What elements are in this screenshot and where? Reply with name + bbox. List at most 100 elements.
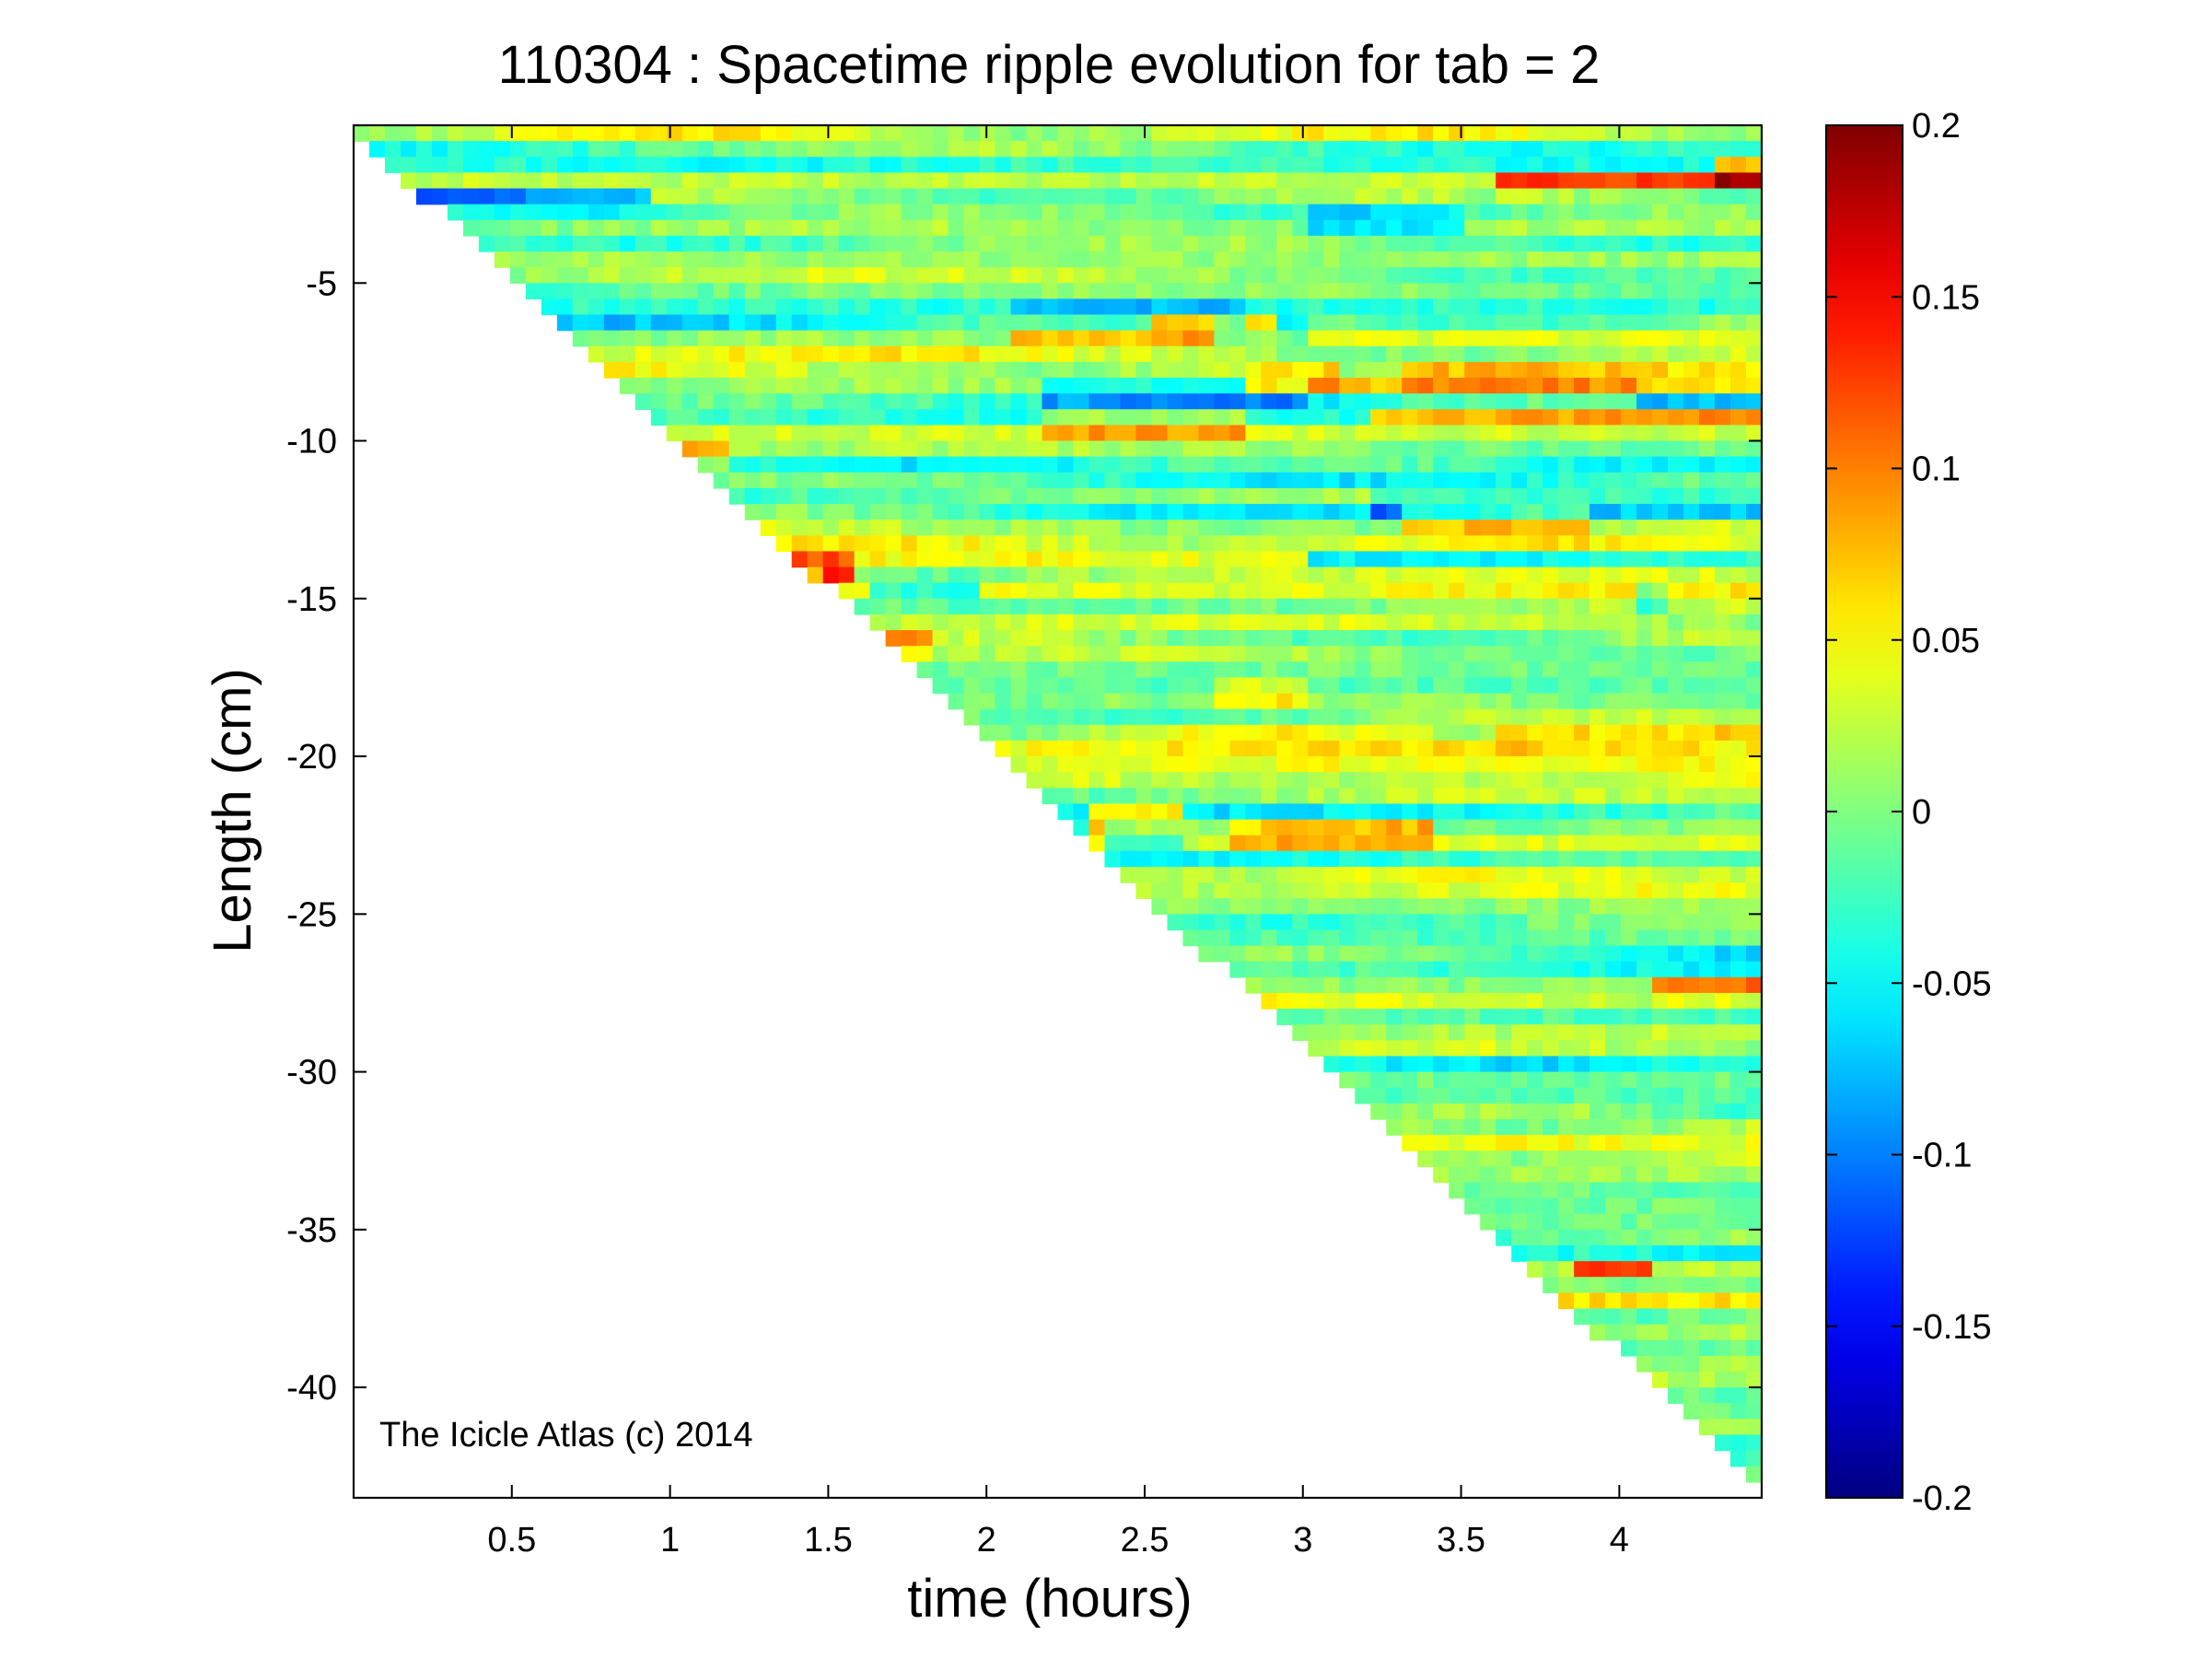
heatmap-cell [1589,1151,1606,1168]
heatmap-cell [1198,661,1216,679]
heatmap-cell [1574,961,1590,978]
heatmap-cell [1010,267,1028,284]
heatmap-cell [1464,361,1481,379]
heatmap-cell [1323,283,1340,300]
heatmap-cell [1746,661,1762,679]
heatmap-cell [1699,1244,1716,1262]
heatmap-cell [1417,567,1434,584]
heatmap-cell [1229,440,1247,458]
heatmap-cell [1527,630,1543,647]
heatmap-cell [1323,425,1340,442]
heatmap-cell [822,314,840,332]
heatmap-cell [509,141,527,158]
heatmap-cell [885,298,902,316]
heatmap-cell [1605,409,1622,426]
heatmap-cell [1433,520,1449,536]
heatmap-cell [1120,235,1137,252]
heatmap-cell [681,425,699,442]
heatmap-cell [1527,456,1543,473]
heatmap-cell [1511,756,1528,773]
heatmap-cell [1589,693,1606,710]
heatmap-cell [1135,551,1153,568]
heatmap-cell [1621,835,1637,852]
heatmap-cell [979,219,996,237]
heatmap-cell [1151,693,1169,710]
heatmap-cell [509,235,527,252]
heatmap-cell [869,283,887,300]
heatmap-cell [1073,582,1090,600]
heatmap-cell [901,425,918,442]
heatmap-cell [775,361,793,379]
heatmap-cell [1464,1009,1481,1025]
heatmap-cell [1182,914,1200,931]
heatmap-cell [948,378,965,394]
heatmap-cell [1182,520,1200,536]
heatmap-cell [1574,1166,1590,1184]
heatmap-cell [901,630,918,647]
heatmap-cell [1057,440,1075,458]
heatmap-cell [1276,314,1294,332]
heatmap-cell [1605,535,1622,553]
heatmap-cell [1730,1213,1747,1231]
heatmap-cell [1261,188,1278,205]
heatmap-cell [1464,772,1481,789]
heatmap-cell [1480,1151,1496,1168]
heatmap-cell [1621,1229,1637,1246]
heatmap-cell [948,487,965,505]
heatmap-cell [1464,882,1481,899]
heatmap-cell [1010,251,1028,268]
heatmap-cell [1151,646,1169,662]
heatmap-cell [838,141,856,158]
heatmap-cell [1621,440,1637,458]
heatmap-cell [1574,520,1590,536]
heatmap-cell [1668,613,1684,631]
heatmap-cell [1730,1339,1747,1357]
heatmap-cell [681,330,699,347]
heatmap-cell [1167,409,1184,426]
heatmap-cell [1668,819,1684,836]
heatmap-cell [1292,788,1310,805]
heatmap-cell [979,487,996,505]
heatmap-cell [1527,677,1543,695]
heatmap-cell [1229,456,1247,473]
heatmap-cell [634,298,652,316]
heatmap-cell [1010,141,1028,158]
heatmap-cell [1715,472,1731,489]
heatmap-cell [1276,819,1294,836]
heatmap-cell [1746,693,1762,710]
heatmap-cell [1652,740,1669,757]
heatmap-cell [1746,646,1762,662]
heatmap-cell [713,172,730,190]
heatmap-cell [1621,345,1637,363]
heatmap-cell [415,141,433,158]
heatmap-cell [1089,283,1106,300]
heatmap-cell [650,157,668,174]
heatmap-cell [1746,1324,1762,1341]
heatmap-cell [1652,551,1669,568]
heatmap-cell [650,378,668,394]
heatmap-cell [1370,898,1387,916]
heatmap-cell [854,345,871,363]
heatmap-cell [1057,520,1075,536]
heatmap-cell [1276,945,1294,963]
heatmap-cell [1151,520,1169,536]
heatmap-cell [1323,866,1340,883]
heatmap-cell [1261,535,1278,553]
heatmap-cell [1699,1213,1716,1231]
heatmap-cell [1245,330,1263,347]
heatmap-cell [1417,440,1434,458]
heatmap-cell [1292,567,1310,584]
heatmap-cell [634,204,652,221]
heatmap-cell [1057,141,1075,158]
heatmap-cell [1558,882,1575,899]
heatmap-cell [1355,251,1371,268]
heatmap-cell [1261,520,1278,536]
heatmap-cell [1104,345,1122,363]
heatmap-cell [822,172,840,190]
heatmap-cell [1558,992,1575,1010]
heatmap-cell [1574,630,1590,647]
heatmap-cell [666,219,683,237]
heatmap-cell [1182,740,1200,757]
heatmap-cell [1167,314,1184,332]
heatmap-cell [1621,378,1637,394]
